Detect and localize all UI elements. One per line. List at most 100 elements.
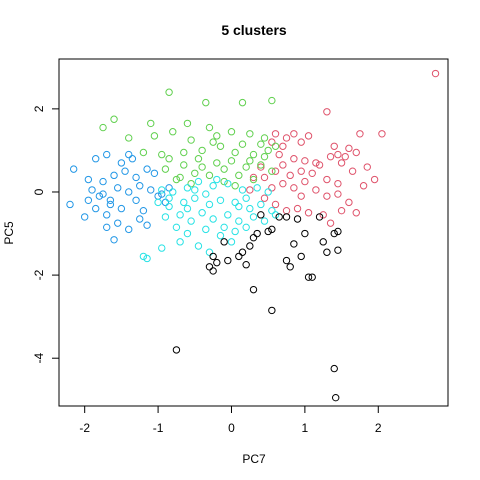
data-point: [209, 267, 217, 275]
data-point: [431, 69, 440, 78]
x-tick-label: -1: [153, 421, 164, 435]
data-point: [297, 192, 305, 200]
data-point: [227, 128, 236, 136]
data-point: [150, 132, 159, 140]
data-point: [279, 142, 287, 150]
data-point: [268, 138, 276, 146]
data-point: [268, 306, 276, 315]
data-point: [209, 138, 217, 146]
data-point: [356, 130, 364, 138]
data-point: [147, 186, 155, 194]
data-point: [176, 211, 184, 219]
data-point: [304, 209, 313, 217]
data-point: [271, 142, 280, 150]
data-point: [264, 146, 272, 155]
data-point: [334, 190, 342, 198]
data-point: [330, 142, 338, 150]
data-point: [180, 148, 188, 157]
data-point: [308, 169, 316, 177]
data-point: [165, 194, 173, 202]
data-point: [260, 217, 269, 225]
data-point: [315, 213, 324, 221]
data-point: [143, 221, 151, 229]
data-point: [268, 184, 276, 192]
data-point: [271, 211, 280, 219]
data-point: [139, 252, 148, 261]
data-point: [132, 173, 140, 182]
data-point: [187, 217, 195, 225]
data-point: [114, 219, 122, 227]
data-point: [216, 196, 225, 204]
data-point: [323, 248, 331, 256]
data-point: [125, 134, 133, 142]
data-point: [103, 223, 111, 232]
data-point: [183, 184, 192, 192]
data-point: [165, 155, 173, 163]
data-point: [165, 88, 173, 96]
data-point: [330, 229, 338, 238]
data-point: [341, 152, 349, 161]
data-point: [330, 364, 338, 373]
data-point: [88, 186, 96, 194]
data-point: [268, 167, 276, 175]
data-point: [253, 184, 261, 192]
data-point: [158, 244, 166, 252]
data-point: [99, 177, 107, 186]
data-point: [147, 119, 155, 128]
data-point: [246, 204, 254, 213]
data-point: [150, 169, 159, 177]
data-point: [216, 231, 225, 240]
data-point: [176, 173, 184, 182]
data-point: [91, 204, 100, 213]
data-point: [345, 144, 353, 153]
data-point: [264, 227, 272, 236]
data-point: [165, 184, 173, 192]
data-point: [290, 130, 298, 138]
data-point: [183, 119, 192, 128]
data-point: [205, 123, 214, 132]
data-point: [301, 177, 309, 186]
data-point: [249, 233, 258, 242]
data-point: [275, 150, 283, 159]
data-point: [91, 155, 100, 163]
data-point: [282, 134, 291, 142]
data-point: [293, 204, 302, 213]
data-point: [297, 138, 305, 146]
data-point: [257, 161, 265, 169]
data-point: [260, 194, 269, 202]
data-point: [220, 238, 228, 246]
data-point: [246, 186, 254, 194]
data-point: [235, 171, 243, 180]
data-point: [282, 256, 291, 265]
data-point: [176, 238, 184, 246]
data-point: [264, 188, 272, 196]
data-point: [334, 246, 342, 254]
data-point: [198, 146, 206, 155]
data-point: [271, 200, 280, 209]
data-point: [220, 177, 228, 186]
data-point: [80, 213, 89, 221]
data-point: [128, 155, 137, 163]
y-axis-label: PC5: [2, 221, 16, 245]
data-point: [297, 252, 305, 261]
data-point: [293, 215, 302, 223]
data-point: [326, 219, 335, 227]
data-point: [308, 273, 316, 281]
data-point: [132, 196, 140, 204]
data-point: [260, 134, 269, 142]
data-point: [66, 200, 74, 209]
data-point: [337, 159, 346, 167]
data-point: [275, 213, 283, 221]
data-point: [139, 206, 148, 215]
data-point: [246, 242, 254, 250]
data-point: [286, 263, 294, 271]
data-point: [304, 273, 313, 281]
data-point: [172, 175, 181, 184]
data-point: [334, 179, 342, 188]
data-point: [187, 179, 195, 188]
data-point: [271, 130, 280, 138]
data-point: [216, 142, 225, 150]
data-point: [242, 163, 250, 171]
data-point: [348, 167, 357, 175]
